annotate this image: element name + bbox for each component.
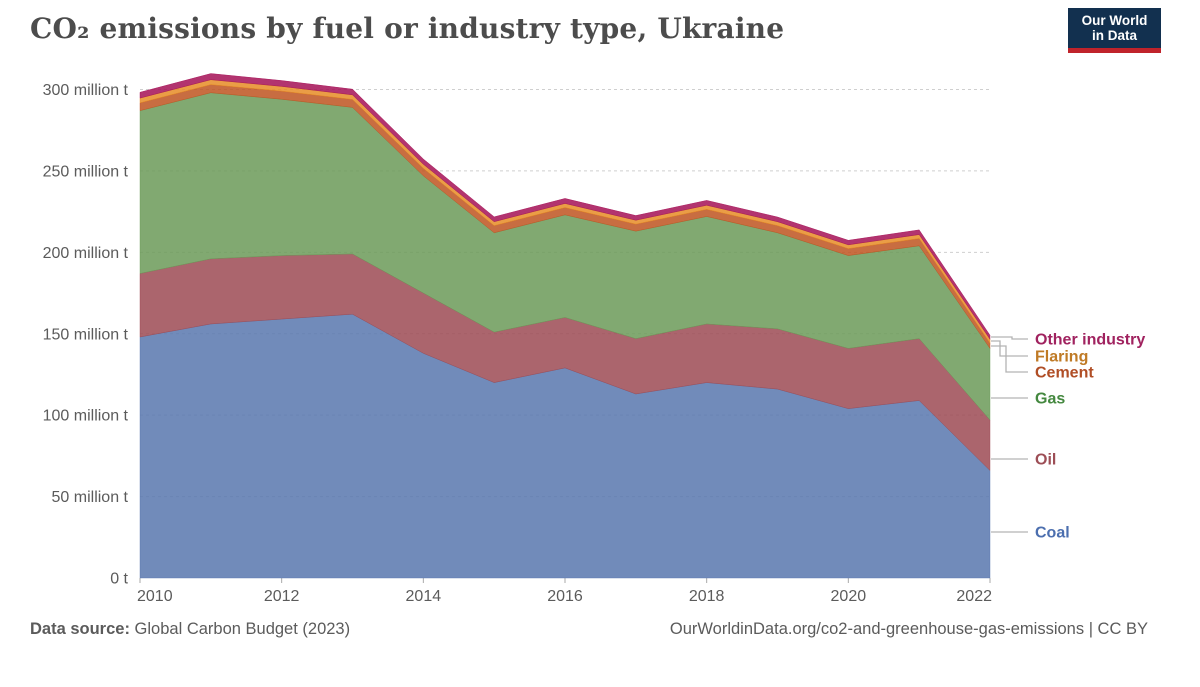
legend-connector (991, 345, 1028, 373)
owid-logo-line2: in Data (1091, 28, 1137, 43)
credit-link[interactable]: OurWorldinData.org/co2-and-greenhouse-ga… (669, 620, 1148, 638)
legend-label-coal[interactable]: Coal (1035, 525, 1070, 542)
legend-connector (991, 336, 1028, 340)
owid-logo-line1: Our World (1081, 13, 1148, 28)
y-axis-label: 150 million t (43, 326, 129, 343)
x-axis-label: 2022 (956, 588, 992, 605)
footer-credit: OurWorldinData.org/co2-and-greenhouse-ga… (670, 620, 1148, 639)
legend-item-other_industry[interactable]: Other industry (991, 332, 1145, 349)
legend-item-cement[interactable]: Cement (991, 345, 1094, 382)
y-axis-label: 50 million t (52, 489, 129, 506)
legend-label-other_industry[interactable]: Other industry (1035, 332, 1145, 349)
owid-logo[interactable]: Our World in Data (1068, 8, 1161, 53)
y-axis-label: 0 t (110, 571, 128, 588)
x-axis-label: 2014 (406, 588, 442, 605)
y-axis-label: 300 million t (43, 82, 129, 99)
legend-label-flaring[interactable]: Flaring (1035, 349, 1088, 366)
x-axis-label: 2018 (689, 588, 725, 605)
y-axis-label: 250 million t (43, 163, 129, 180)
legend-label-gas[interactable]: Gas (1035, 391, 1065, 408)
page-title: CO₂ emissions by fuel or industry type, … (30, 12, 785, 45)
data-source-label: Data source: (30, 620, 130, 638)
legend-item-oil[interactable]: Oil (991, 452, 1056, 469)
legend-label-cement[interactable]: Cement (1035, 365, 1094, 382)
legend-item-flaring[interactable]: Flaring (991, 340, 1088, 366)
x-axis-label: 2012 (264, 588, 300, 605)
y-axis-label: 100 million t (43, 408, 129, 425)
x-axis-label: 2010 (137, 588, 173, 605)
legend-label-oil[interactable]: Oil (1035, 452, 1056, 469)
y-axis-label: 200 million t (43, 245, 129, 262)
data-source: Data source: Global Carbon Budget (2023) (30, 620, 350, 639)
legend-item-coal[interactable]: Coal (991, 525, 1070, 542)
x-axis-label: 2020 (831, 588, 867, 605)
legend-connector (991, 340, 1028, 357)
x-axis-label: 2016 (547, 588, 583, 605)
data-source-value: Global Carbon Budget (2023) (129, 620, 351, 638)
legend-item-gas[interactable]: Gas (991, 391, 1065, 408)
area-other_industry[interactable] (139, 73, 991, 341)
